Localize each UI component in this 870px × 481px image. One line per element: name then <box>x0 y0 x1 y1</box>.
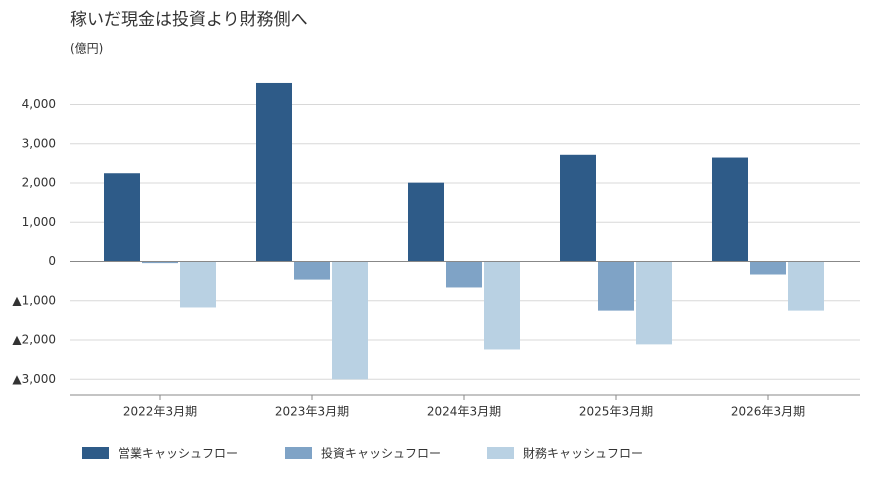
bar <box>750 261 786 275</box>
bar <box>788 261 824 311</box>
y-axis-label: (億円) <box>70 42 103 56</box>
x-tick-label: 2022年3月期 <box>123 405 197 419</box>
bar <box>256 82 292 262</box>
bar <box>104 173 140 262</box>
bar <box>712 157 748 262</box>
y-tick-label: 3,000 <box>22 136 56 150</box>
x-tick-label: 2023年3月期 <box>275 405 349 419</box>
legend-label: 投資キャッシュフロー <box>321 446 441 461</box>
legend-swatch <box>285 447 312 459</box>
bar <box>598 261 634 311</box>
bar <box>446 261 482 288</box>
y-tick-label: 0 <box>48 254 56 268</box>
bar <box>294 261 330 280</box>
y-tick-label: 2,000 <box>22 176 56 190</box>
y-tick-label: ▲1,000 <box>12 293 56 307</box>
y-tick-label: 4,000 <box>22 97 56 111</box>
bar <box>180 261 216 308</box>
x-tick-label: 2025年3月期 <box>579 405 653 419</box>
bar <box>332 261 368 380</box>
chart-title: 稼いだ現金は投資より財務側へ <box>70 10 308 30</box>
bar <box>408 182 444 262</box>
legend-swatch <box>82 447 109 459</box>
x-tick-label: 2024年3月期 <box>427 405 501 419</box>
legend-swatch <box>487 447 514 459</box>
x-tick-label: 2026年3月期 <box>731 405 805 419</box>
legend-label: 営業キャッシュフロー <box>118 447 238 461</box>
legend-label: 財務キャッシュフロー <box>523 446 643 461</box>
bar <box>484 261 520 350</box>
y-tick-label: 1,000 <box>22 215 56 229</box>
bar <box>560 154 596 262</box>
y-tick-label: ▲3,000 <box>12 372 56 386</box>
bar <box>142 261 178 264</box>
bar <box>636 261 672 345</box>
y-tick-label: ▲2,000 <box>12 333 56 347</box>
